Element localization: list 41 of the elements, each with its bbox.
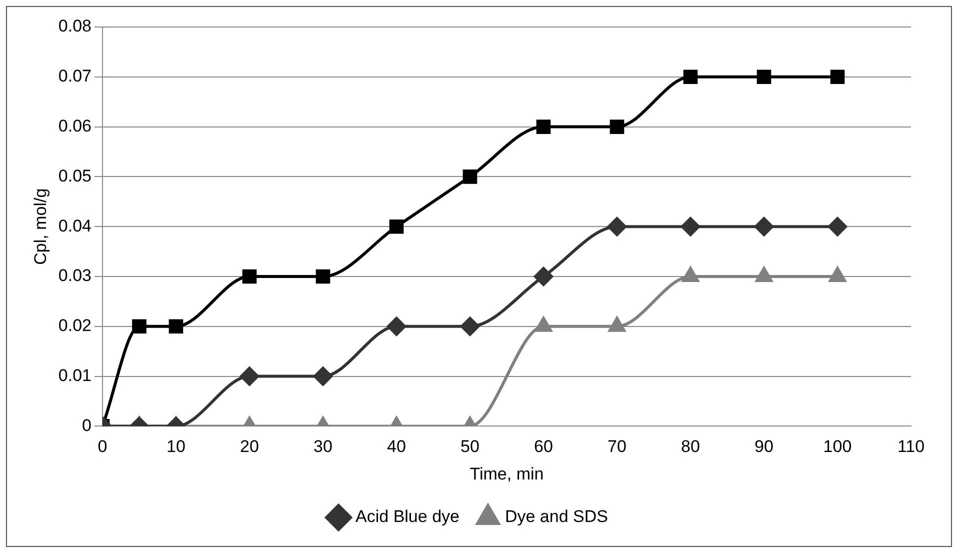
y-tick-label: 0.07 xyxy=(58,66,92,86)
x-tick-label: 110 xyxy=(897,437,925,456)
point xyxy=(756,70,772,84)
x-tick-label: 100 xyxy=(823,437,852,456)
point xyxy=(389,219,404,234)
point xyxy=(680,217,700,236)
y-tick-label: 0.03 xyxy=(58,266,92,286)
x-tick-label: 0 xyxy=(98,437,108,456)
x-axis-title: Time, min xyxy=(470,464,544,484)
point xyxy=(535,316,552,332)
y-tick-label: 0.08 xyxy=(58,16,92,36)
point xyxy=(830,70,845,84)
point xyxy=(828,217,847,236)
x-tick-label: 20 xyxy=(240,437,259,456)
x-tick-label: 40 xyxy=(387,437,406,456)
y-tick-label: 0.01 xyxy=(58,366,92,385)
point xyxy=(536,120,551,134)
legend-label: Dye and SDS xyxy=(504,507,608,526)
legend-label: Acid Blue dye xyxy=(356,507,460,526)
point xyxy=(683,70,698,84)
x-tick-label: 70 xyxy=(608,437,626,456)
point xyxy=(608,316,626,332)
point xyxy=(610,120,624,134)
y-axis-title: Cpl, mol/g xyxy=(30,188,50,265)
point xyxy=(462,170,478,184)
y-tick-label: 0.02 xyxy=(58,316,92,336)
x-tick-label: 80 xyxy=(681,437,700,456)
x-tick-label: 50 xyxy=(460,437,480,456)
point xyxy=(607,217,626,236)
y-tick-label: 0 xyxy=(82,416,92,435)
x-tick-label: 30 xyxy=(314,437,332,456)
x-tick-label: 60 xyxy=(534,437,553,456)
x-tick-label: 10 xyxy=(166,437,186,456)
x-tick-label: 90 xyxy=(754,437,774,456)
point xyxy=(756,267,772,282)
y-tick-label: 0.05 xyxy=(58,166,92,186)
point xyxy=(754,217,774,236)
point xyxy=(829,267,846,282)
y-tick-label: 0.04 xyxy=(58,216,92,236)
y-tick-label: 0.06 xyxy=(58,116,92,136)
point xyxy=(682,267,699,282)
